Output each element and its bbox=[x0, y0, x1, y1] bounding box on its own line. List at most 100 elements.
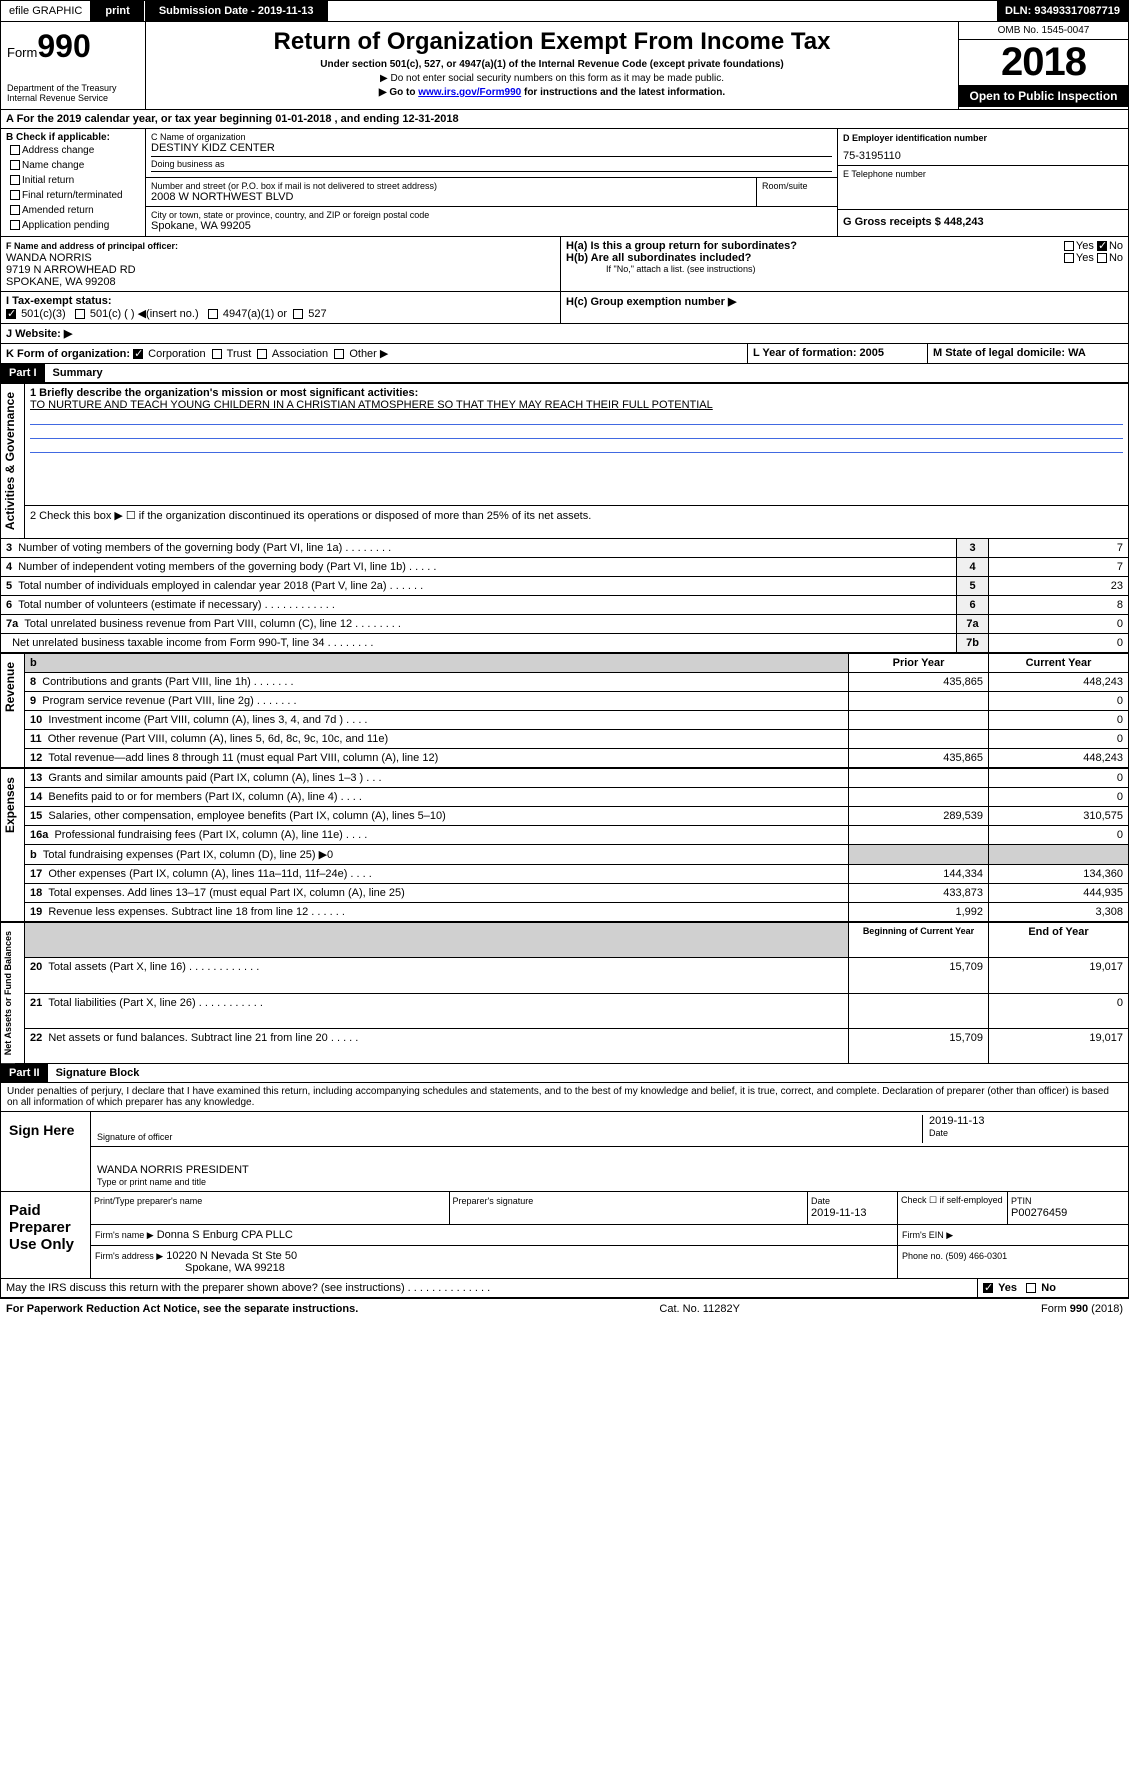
instructions-link[interactable]: www.irs.gov/Form990 bbox=[418, 87, 521, 98]
name-change-checkbox[interactable] bbox=[10, 160, 20, 170]
paid-preparer-label: Paid Preparer Use Only bbox=[1, 1192, 91, 1278]
corporation-label: Corporation bbox=[148, 348, 205, 360]
year-formation: L Year of formation: 2005 bbox=[753, 347, 884, 359]
corporation-checkbox[interactable] bbox=[133, 349, 143, 359]
hb-yes-checkbox[interactable] bbox=[1064, 253, 1074, 263]
501c3-checkbox[interactable] bbox=[6, 309, 16, 319]
address-change-checkbox[interactable] bbox=[10, 145, 20, 155]
firm-name-label: Firm's name ▶ bbox=[95, 1230, 154, 1240]
ha-no-checkbox[interactable] bbox=[1097, 241, 1107, 251]
ha-yes-checkbox[interactable] bbox=[1064, 241, 1074, 251]
no-label: No bbox=[1109, 240, 1123, 252]
form-note1: ▶ Do not enter social security numbers o… bbox=[152, 73, 952, 84]
other-checkbox[interactable] bbox=[334, 349, 344, 359]
sig-officer-label: Signature of officer bbox=[97, 1132, 172, 1142]
h-b-label: H(b) Are all subordinates included? bbox=[566, 252, 751, 264]
ptin-label: PTIN bbox=[1011, 1196, 1032, 1206]
h-c-label: H(c) Group exemption number ▶ bbox=[566, 296, 736, 308]
sign-here-label: Sign Here bbox=[1, 1112, 91, 1191]
form-prefix: Form bbox=[7, 45, 37, 60]
part1-title: Summary bbox=[45, 364, 111, 382]
amended-return-checkbox[interactable] bbox=[10, 205, 20, 215]
phone-label: E Telephone number bbox=[843, 169, 1123, 179]
final-return-label: Final return/terminated bbox=[22, 190, 123, 201]
final-return-checkbox[interactable] bbox=[10, 190, 20, 200]
application-pending-checkbox[interactable] bbox=[10, 220, 20, 230]
initial-return-label: Initial return bbox=[22, 175, 74, 186]
form-header: Form990 Department of the Treasury Inter… bbox=[0, 22, 1129, 110]
address-value: 2008 W NORTHWEST BLVD bbox=[151, 191, 751, 203]
submission-date-button[interactable]: Submission Date - 2019-11-13 bbox=[145, 1, 329, 21]
part2-header: Part II bbox=[1, 1064, 48, 1082]
discuss-yes-label: Yes bbox=[998, 1282, 1017, 1294]
no-label-2: No bbox=[1109, 252, 1123, 264]
mission-text: TO NURTURE AND TEACH YOUNG CHILDERN IN A… bbox=[30, 399, 713, 411]
section-b: B Check if applicable: Address change Na… bbox=[1, 129, 146, 236]
firm-ein-label: Firm's EIN ▶ bbox=[902, 1230, 953, 1240]
note2-post: for instructions and the latest informat… bbox=[521, 87, 725, 98]
org-name-label: C Name of organization bbox=[151, 132, 832, 142]
application-pending-label: Application pending bbox=[22, 220, 109, 231]
firm-addr-label: Firm's address ▶ bbox=[95, 1251, 163, 1261]
open-public-badge: Open to Public Inspection bbox=[959, 85, 1128, 107]
hb-no-checkbox[interactable] bbox=[1097, 253, 1107, 263]
527-checkbox[interactable] bbox=[293, 309, 303, 319]
line2-text: 2 Check this box ▶ ☐ if the organization… bbox=[25, 505, 1129, 538]
tax-period: A For the 2019 calendar year, or tax yea… bbox=[1, 110, 1128, 128]
prep-name-label: Print/Type preparer's name bbox=[94, 1196, 202, 1206]
footer-left: For Paperwork Reduction Act Notice, see … bbox=[6, 1303, 358, 1315]
dept-label: Department of the Treasury bbox=[7, 83, 139, 93]
print-button[interactable]: print bbox=[91, 1, 144, 21]
prep-sig-label: Preparer's signature bbox=[453, 1196, 534, 1206]
irs-label: Internal Revenue Service bbox=[7, 93, 139, 103]
h-note: If "No," attach a list. (see instruction… bbox=[566, 264, 1123, 274]
trust-checkbox[interactable] bbox=[212, 349, 222, 359]
dln-label: DLN: 93493317087719 bbox=[997, 1, 1128, 21]
initial-return-checkbox[interactable] bbox=[10, 175, 20, 185]
self-employed-check: Check ☐ if self-employed bbox=[898, 1192, 1008, 1224]
association-checkbox[interactable] bbox=[257, 349, 267, 359]
name-change-label: Name change bbox=[22, 160, 84, 171]
tax-year: 2018 bbox=[959, 40, 1128, 85]
discuss-question: May the IRS discuss this return with the… bbox=[1, 1279, 978, 1297]
discuss-no-label: No bbox=[1041, 1282, 1056, 1294]
officer-typed-name: WANDA NORRIS PRESIDENT bbox=[97, 1164, 249, 1176]
discuss-no-checkbox[interactable] bbox=[1026, 1283, 1036, 1293]
prep-date-label: Date bbox=[811, 1196, 830, 1206]
org-name: DESTINY KIDZ CENTER bbox=[151, 142, 832, 154]
sig-date: 2019-11-13 bbox=[929, 1115, 984, 1127]
4947-label: 4947(a)(1) or bbox=[223, 308, 287, 320]
4947-checkbox[interactable] bbox=[208, 309, 218, 319]
activities-governance-label: Activities & Governance bbox=[1, 384, 19, 538]
firm-phone: Phone no. (509) 466-0301 bbox=[902, 1251, 1007, 1261]
yes-label-2: Yes bbox=[1076, 252, 1094, 264]
netassets-table: Net Assets or Fund BalancesBeginning of … bbox=[0, 922, 1129, 1064]
tax-exempt-label: I Tax-exempt status: bbox=[6, 295, 112, 307]
officer-name: WANDA NORRIS bbox=[6, 252, 92, 264]
footer-right: Form 990 (2018) bbox=[1041, 1303, 1123, 1315]
city-value: Spokane, WA 99205 bbox=[151, 220, 832, 232]
ein-label: D Employer identification number bbox=[843, 133, 987, 143]
form-title: Return of Organization Exempt From Incom… bbox=[152, 28, 952, 56]
line1-label: 1 Briefly describe the organization's mi… bbox=[30, 387, 418, 399]
omb-number: OMB No. 1545-0047 bbox=[959, 22, 1128, 40]
address-change-label: Address change bbox=[22, 145, 94, 156]
officer-addr2: SPOKANE, WA 99208 bbox=[6, 276, 116, 288]
footer-mid: Cat. No. 11282Y bbox=[659, 1303, 740, 1315]
association-label: Association bbox=[272, 348, 328, 360]
revenue-table: RevenuebPrior YearCurrent Year8 Contribu… bbox=[0, 653, 1129, 768]
h-a-label: H(a) Is this a group return for subordin… bbox=[566, 240, 797, 252]
state-domicile: M State of legal domicile: WA bbox=[933, 347, 1086, 359]
part2-title: Signature Block bbox=[48, 1064, 148, 1082]
discuss-yes-checkbox[interactable] bbox=[983, 1283, 993, 1293]
527-label: 527 bbox=[308, 308, 326, 320]
note2-pre: ▶ Go to bbox=[379, 87, 418, 98]
trust-label: Trust bbox=[227, 348, 252, 360]
section-b-title: B Check if applicable: bbox=[6, 132, 110, 143]
ein-value: 75-3195110 bbox=[843, 150, 1123, 162]
date-label: Date bbox=[929, 1128, 948, 1138]
yes-label: Yes bbox=[1076, 240, 1094, 252]
dba-label: Doing business as bbox=[151, 159, 832, 169]
officer-addr1: 9719 N ARROWHEAD RD bbox=[6, 264, 136, 276]
501c-checkbox[interactable] bbox=[75, 309, 85, 319]
